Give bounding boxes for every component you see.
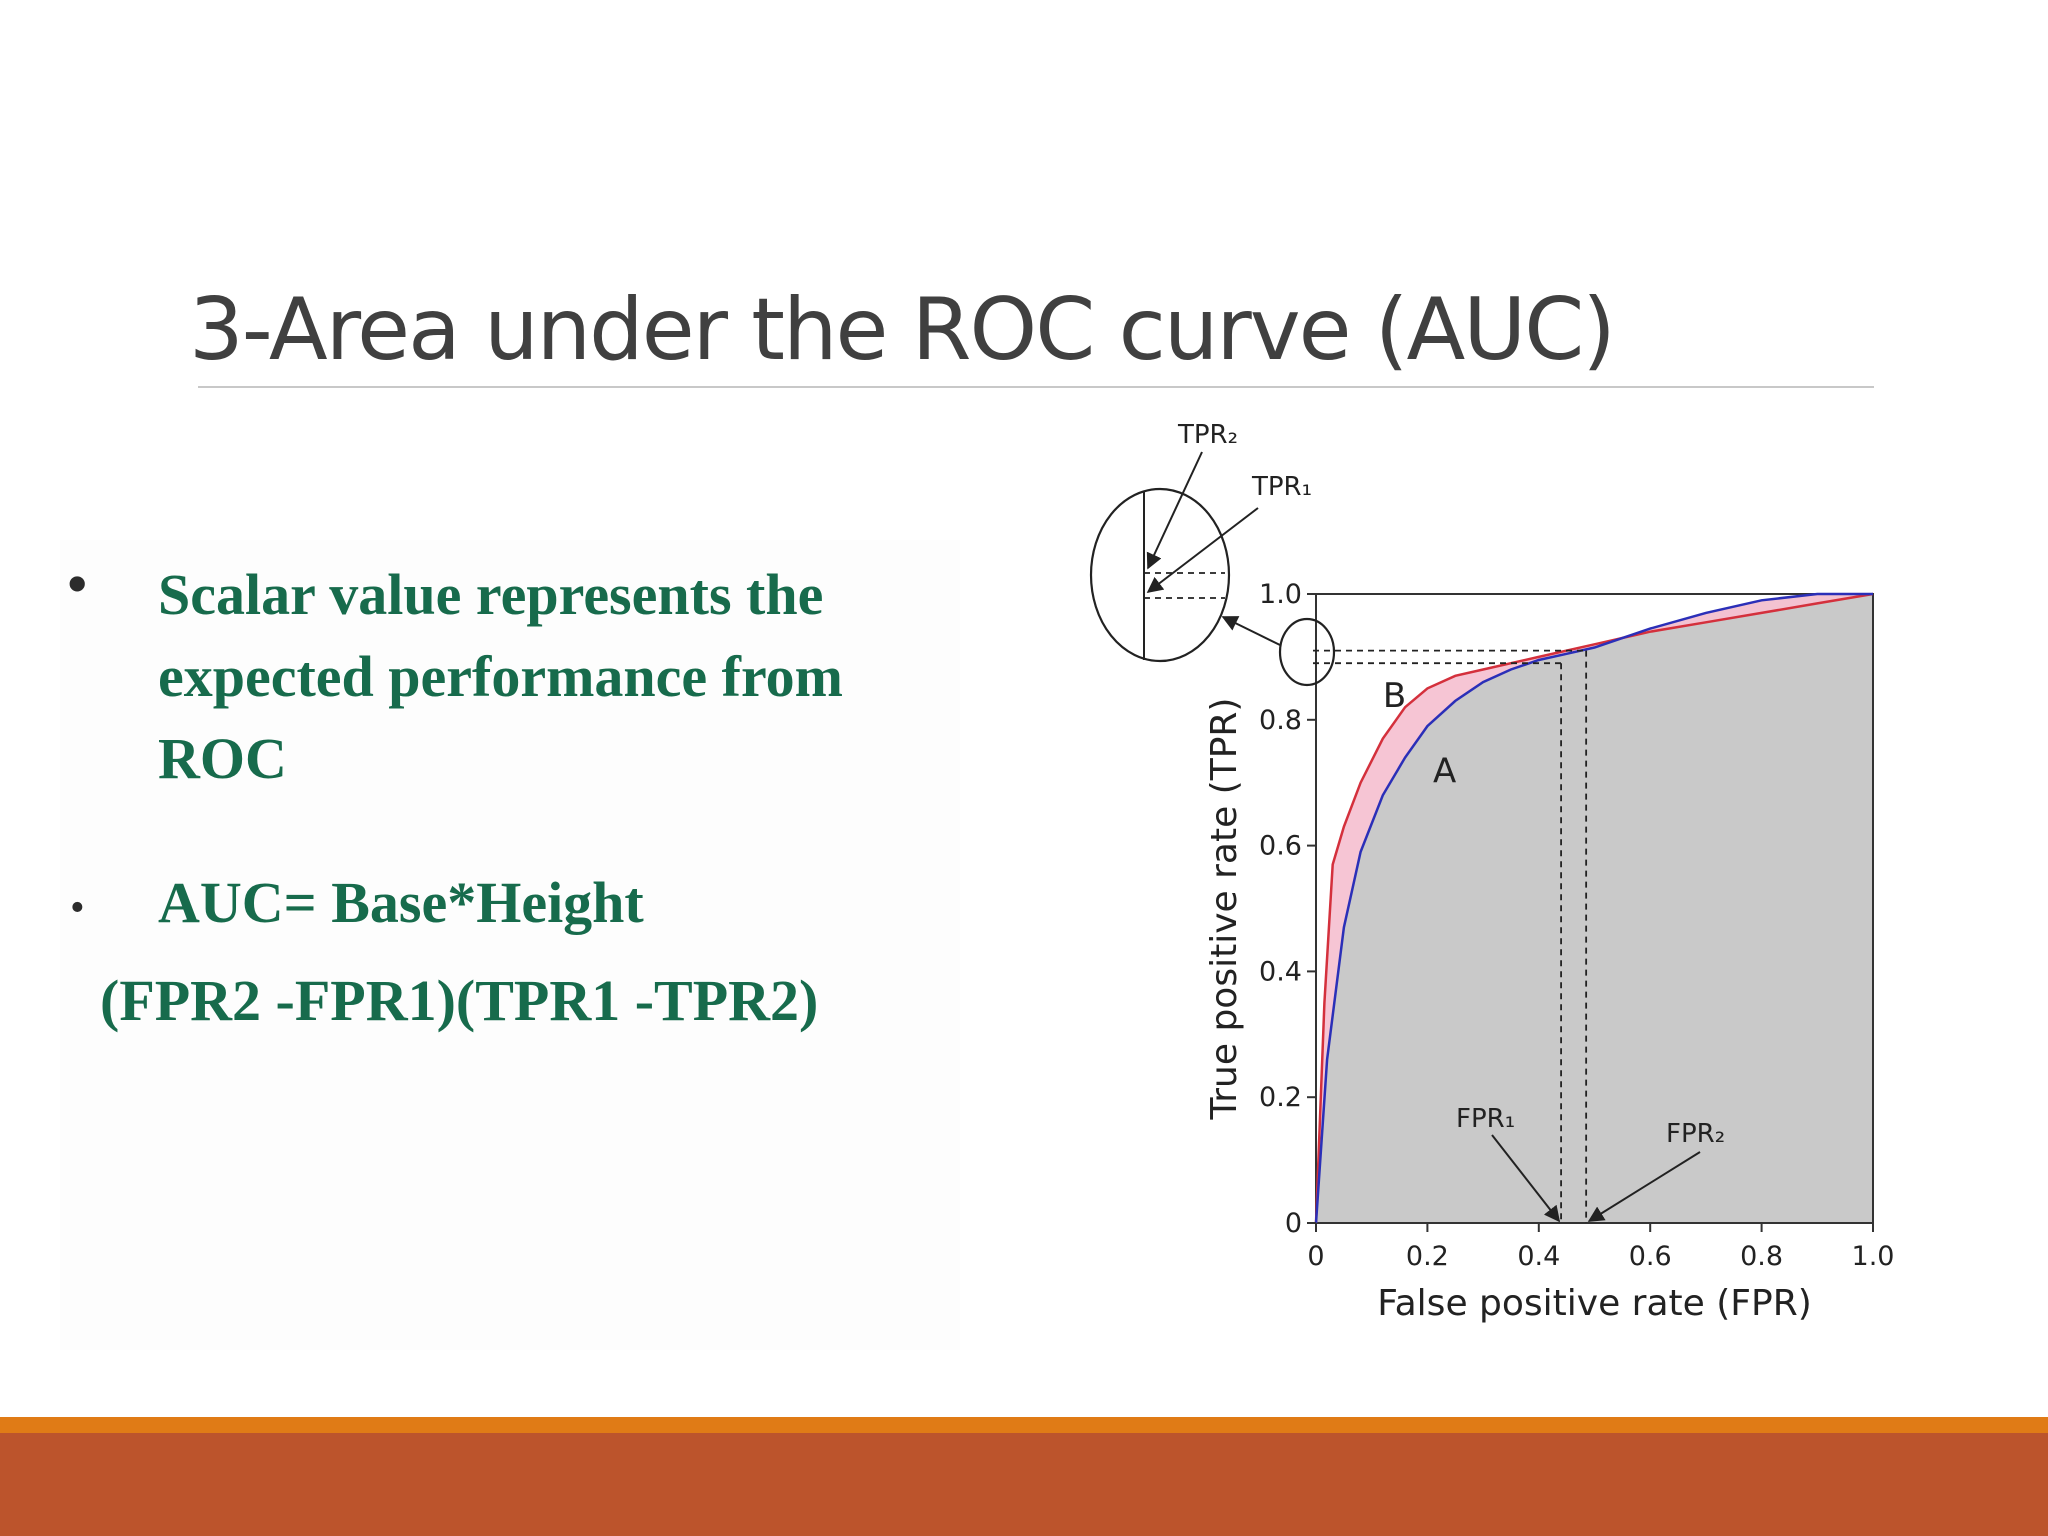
- y-tick-label: 0.2: [1259, 1082, 1302, 1113]
- x-tick-label: 0.2: [1406, 1241, 1449, 1272]
- zoom-ellipse: [1278, 617, 1336, 687]
- formula-text: (FPR2 -FPR1)(TPR1 -TPR2): [100, 968, 819, 1033]
- title-divider: [198, 386, 1874, 388]
- area-under-curve-a: [1316, 594, 1873, 1223]
- curve-b-label: B: [1383, 676, 1406, 716]
- tpr2-label: TPR₂: [1177, 420, 1238, 450]
- plot-frame: [1315, 593, 1874, 1224]
- bullet-text-scalar-value: Scalar value represents the expected per…: [158, 562, 843, 791]
- tpr2-arrow: [1146, 451, 1203, 570]
- y-axis-label: True positive rate (TPR): [1204, 698, 1245, 1121]
- tpr1-arrow: [1146, 507, 1259, 593]
- slide-title: 3-Area under the ROC curve (AUC): [189, 280, 1616, 380]
- y-tick-label: 0.4: [1259, 956, 1302, 987]
- zoom-arrow: [1221, 616, 1281, 646]
- tpr1-label: TPR₁: [1251, 472, 1312, 502]
- curve-a-line: [1314, 592, 1873, 1224]
- bullet-marker: •: [70, 885, 85, 931]
- text-panel: [60, 540, 960, 1350]
- fpr1-label: FPR₁: [1456, 1104, 1515, 1134]
- x-tick-label: 0.8: [1740, 1241, 1783, 1272]
- footer-accent-stripe: [0, 1417, 2048, 1433]
- roc-chart: 0 0.2 0.4 0.6 0.8 1.0 0 0.2 0.4 0.6 0.8 1.0 False po…: [1089, 420, 1895, 1324]
- bullet-marker: •: [66, 548, 89, 619]
- bullet-text-auc-formula: AUC= Base*Height: [158, 870, 644, 935]
- magnifier-circle: [1089, 487, 1231, 663]
- fpr2-arrow: [1587, 1151, 1701, 1222]
- y-tick-label: 0: [1285, 1208, 1302, 1239]
- y-tick-label: 1.0: [1259, 579, 1302, 610]
- curve-a-label: A: [1433, 752, 1456, 792]
- x-tick-label: 0: [1307, 1241, 1324, 1272]
- fpr2-label: FPR₂: [1666, 1119, 1725, 1149]
- footer-bar: [0, 1433, 2048, 1536]
- x-tick-label: 1.0: [1852, 1241, 1895, 1272]
- x-tick-label: 0.4: [1517, 1241, 1560, 1272]
- curve-b-line: [1314, 592, 1874, 1224]
- x-axis-label: False positive rate (FPR): [1377, 1283, 1812, 1324]
- y-tick-label: 0.8: [1259, 705, 1302, 736]
- x-tick-label: 0.6: [1629, 1241, 1672, 1272]
- y-tick-label: 0.6: [1259, 831, 1302, 862]
- fpr1-arrow: [1491, 1134, 1561, 1223]
